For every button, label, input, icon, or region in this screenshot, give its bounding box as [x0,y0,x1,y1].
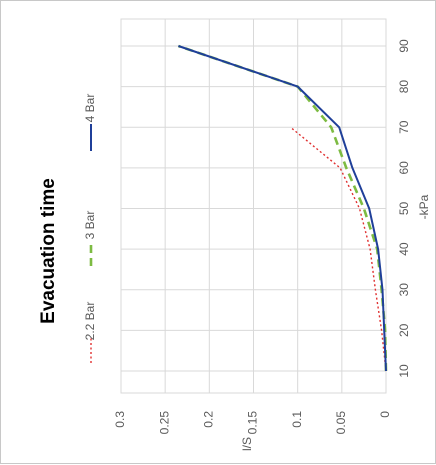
x-tick-label: 80 [397,80,411,94]
legend-label: 2.2 Bar [83,302,97,341]
x-tick-label: 10 [397,364,411,378]
x-tick-label: 30 [397,283,411,297]
y-axis-title: l/S [240,437,254,451]
legend: 2.2 Bar 3 Bar 4 Bar [83,94,97,363]
legend-label: 4 Bar [83,94,97,123]
grid-layer [120,18,387,394]
chart-title: Evacuation time [38,178,59,324]
y-tick-label: 0.25 [157,411,171,435]
x-axis-title: -kPa [417,194,431,219]
x-tick-label: 70 [397,120,411,134]
y-tick-label: 0.1 [290,411,304,428]
series-layer [177,44,388,372]
y-tick-label: 0.3 [113,411,127,428]
legend-label: 3 Bar [83,211,97,240]
tick-label-layer: 10 20 30 40 50 60 70 80 90 0 0.05 0.1 0.15 0.2 0.25 0.3 [113,39,411,434]
x-tick-label: 90 [397,39,411,53]
series-line-2-2-bar [290,126,387,372]
y-tick-label: 0.05 [334,411,348,435]
y-tick-label: 0 [378,411,392,418]
series-line-4-bar [178,45,387,372]
x-tick-label: 20 [397,323,411,337]
x-tick-label: 60 [397,161,411,175]
x-tick-label: 40 [397,242,411,256]
y-tick-label: 0.2 [202,411,216,428]
x-tick-label: 50 [397,202,411,216]
y-tick-label: 0.15 [246,411,260,435]
